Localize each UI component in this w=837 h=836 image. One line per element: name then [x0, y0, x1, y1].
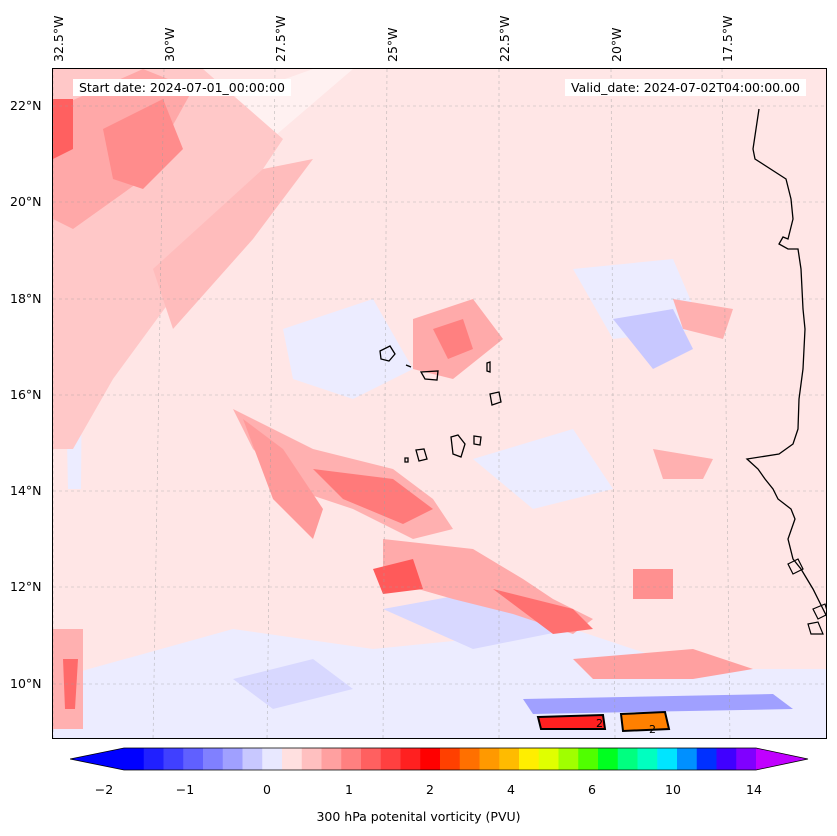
lat-label-14n: 14°N: [10, 483, 42, 498]
colorbar-swatch: [242, 748, 263, 770]
colorbar-swatch: [696, 748, 717, 770]
negative-strip: [523, 694, 793, 714]
colorbar-swatch: [598, 748, 619, 770]
colorbar-swatch: [736, 748, 757, 770]
lat-label-10n: 10°N: [10, 676, 42, 691]
colorbar-tick-label: 0: [263, 782, 271, 797]
colorbar-swatch: [479, 748, 500, 770]
colorbar-tick-label: −2: [94, 782, 114, 797]
colorbar-swatch: [420, 748, 441, 770]
colorbar-swatch: [124, 748, 145, 770]
colorbar-label: 300 hPa potenital vorticity (PVU): [316, 809, 521, 824]
colorbar-swatch: [183, 748, 204, 770]
lat-label-12n: 12°N: [10, 579, 42, 594]
lon-label-30w: 30°W: [162, 27, 177, 62]
colorbar-swatch: [538, 748, 559, 770]
lat-label-20n: 20°N: [10, 194, 42, 209]
contour-label: 2: [649, 723, 656, 736]
lat-label-22n: 22°N: [10, 98, 42, 113]
coast-islands: [787, 558, 826, 635]
colorbar-swatch: [262, 748, 283, 770]
colorbar-swatch: [301, 748, 322, 770]
lat-label-18n: 18°N: [10, 291, 42, 306]
colorbar-swatch: [203, 748, 224, 770]
valid-date-label: Valid_date: 2024-07-02T04:00:00.00: [564, 79, 806, 96]
lon-label-32-5w: 32.5°W: [51, 15, 66, 62]
colorbar-tick-label: 6: [588, 782, 596, 797]
colorbar-swatch: [499, 748, 520, 770]
colorbar-swatch: [400, 748, 421, 770]
colorbar-swatch: [361, 748, 382, 770]
colorbar-under-triangle: [70, 748, 124, 770]
colorbar-swatch: [163, 748, 184, 770]
colorbar-swatch: [459, 748, 480, 770]
colorbar-swatch: [143, 748, 164, 770]
colorbar-swatch: [321, 748, 342, 770]
colorbar-swatch: [657, 748, 678, 770]
positive-pv-bands: [53, 69, 753, 729]
colorbar-swatch: [222, 748, 243, 770]
pv-map: 2 2: [53, 69, 826, 738]
colorbar-tick-label: −1: [175, 782, 195, 797]
cape-verde-islands: [379, 345, 502, 463]
african-coastline: [745, 108, 826, 617]
colorbar-swatch: [558, 748, 579, 770]
colorbar-swatch: [617, 748, 638, 770]
lon-label-25w: 25°W: [385, 27, 400, 62]
lon-label-20w: 20°W: [609, 27, 624, 62]
colorbar-tick-label: 2: [426, 782, 434, 797]
graticule: [53, 69, 826, 738]
colorbar: [70, 747, 809, 771]
colorbar-swatch: [380, 748, 401, 770]
colorbar-swatch: [578, 748, 599, 770]
colorbar-swatch: [519, 748, 540, 770]
contour-label: 2: [596, 717, 603, 730]
pv-2-contours: 2 2: [536, 710, 671, 736]
colorbar-swatch: [677, 748, 698, 770]
start-date-label: Start date: 2024-07-01_00:00:00: [73, 79, 291, 96]
colorbar-swatch: [341, 748, 362, 770]
lon-label-27-5w: 27.5°W: [273, 15, 288, 62]
colorbar-tick-label: 10: [665, 782, 681, 797]
colorbar-tick-label: 14: [746, 782, 762, 797]
colorbar-swatch: [282, 748, 303, 770]
colorbar-swatch: [716, 748, 737, 770]
colorbar-swatch: [440, 748, 461, 770]
map-frame: 2 2: [52, 68, 827, 739]
lon-label-22-5w: 22.5°W: [497, 15, 512, 62]
colorbar-tick-label: 4: [507, 782, 515, 797]
lon-label-17-5w: 17.5°W: [720, 15, 735, 62]
colorbar-swatch: [637, 748, 658, 770]
colorbar-over-triangle: [756, 748, 808, 770]
colorbar-outline: [70, 747, 809, 771]
lat-label-16n: 16°N: [10, 387, 42, 402]
colorbar-tick-label: 1: [345, 782, 353, 797]
